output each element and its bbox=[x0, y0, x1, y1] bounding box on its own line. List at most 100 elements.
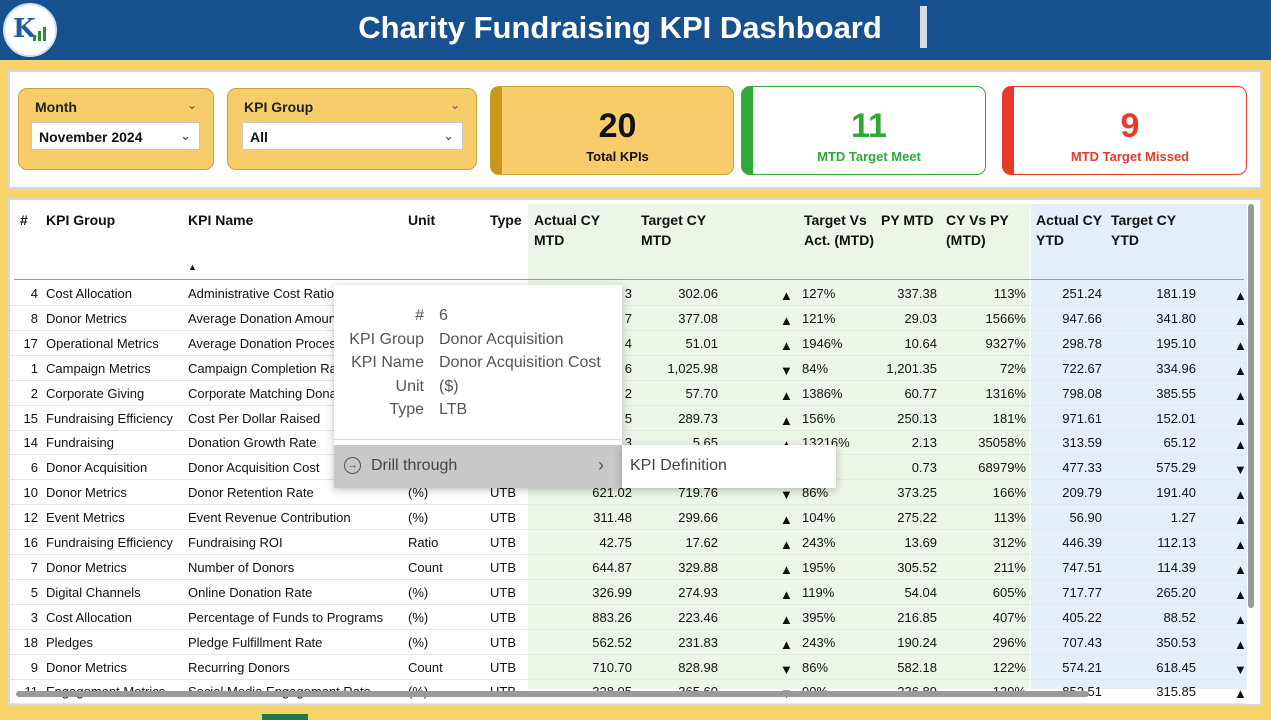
cell-group: Cost Allocation bbox=[46, 286, 132, 301]
tooltip-field-key: # bbox=[415, 307, 424, 324]
cell-tva: 121% bbox=[802, 310, 836, 326]
cell-group: Fundraising Efficiency bbox=[46, 535, 173, 550]
cell-name: Cost Per Dollar Raised bbox=[188, 410, 321, 426]
tooltip-field-value: Donor Acquisition Cost bbox=[439, 354, 601, 371]
cell-tytd: 181.19 bbox=[1156, 286, 1196, 301]
mtd-status-arrow-icon: ▲ bbox=[780, 537, 793, 552]
cell-unit: Count bbox=[408, 659, 443, 675]
col-header-actual-cy-mtd[interactable]: Actual CY MTD bbox=[534, 212, 600, 248]
cell-tytd: 350.53 bbox=[1156, 634, 1196, 650]
cell-py: 337.38 bbox=[897, 286, 937, 301]
cell-cvp: 122% bbox=[992, 659, 1026, 675]
cell-name: Campaign Completion Rate bbox=[188, 360, 348, 376]
cell-target: 289.73 bbox=[678, 410, 718, 426]
table-row[interactable]: 18 Pledges Pledge Fulfillment Rate (%) UTB 56… bbox=[10, 630, 1247, 655]
cell-cvp: 113% bbox=[993, 286, 1026, 301]
cell-unit: (%) bbox=[408, 510, 429, 526]
chevron-down-icon[interactable]: ⌄ bbox=[186, 98, 197, 112]
cell-tytd: 88.52 bbox=[1163, 609, 1196, 625]
mtd-status-arrow-icon: ▲ bbox=[780, 312, 793, 328]
cell-group: Cost Allocation bbox=[46, 609, 132, 625]
table-row[interactable]: 7 Donor Metrics Number of Donors Count UTB 64… bbox=[10, 555, 1247, 580]
table-row[interactable]: 16 Fundraising Efficiency Fundraising ROI R… bbox=[10, 530, 1247, 555]
chevron-down-icon[interactable]: ⌄ bbox=[449, 98, 460, 112]
col-header-num[interactable]: # bbox=[20, 212, 28, 228]
cell-tytd: 575.29 bbox=[1156, 460, 1196, 476]
mtd-status-arrow-icon: ▲ bbox=[780, 337, 793, 353]
cell-name: Online Donation Rate bbox=[188, 584, 313, 600]
col-header-kpi-group[interactable]: KPI Group bbox=[46, 212, 116, 228]
table-row[interactable]: 2 Corporate Giving Corporate Matching Dona… bbox=[10, 381, 1247, 406]
cell-num: 15 bbox=[23, 410, 38, 426]
table-row[interactable]: 10 Donor Metrics Donor Retention Rate (%) UT… bbox=[10, 480, 1247, 506]
table-row[interactable]: 5 Digital Channels Online Donation Rate (%)… bbox=[10, 580, 1247, 605]
month-slicer-label: Month bbox=[35, 99, 77, 115]
mtd-status-arrow-icon: ▲ bbox=[780, 561, 793, 577]
cell-actual: 621.02 bbox=[592, 485, 632, 501]
cell-num: 10 bbox=[23, 485, 38, 501]
kpi-definition-label: KPI Definition bbox=[630, 457, 727, 474]
tooltip-field-value: Donor Acquisition bbox=[439, 330, 564, 348]
cell-aytd: 798.08 bbox=[1062, 385, 1102, 401]
col-header-target-vs-act[interactable]: Target Vs Act. (MTD) bbox=[804, 212, 874, 248]
mtd-target-meet-caption: MTD Target Meet bbox=[817, 149, 921, 164]
cell-py: 10.64 bbox=[904, 335, 937, 351]
cell-cvp: 113% bbox=[993, 510, 1026, 526]
ytd-status-arrow-icon: ▲ bbox=[1234, 586, 1247, 602]
col-header-unit[interactable]: Unit bbox=[408, 212, 436, 228]
col-header-actual-cy-ytd[interactable]: Actual CY YTD bbox=[1036, 212, 1102, 248]
month-slicer: Month ⌄ November 2024 ⌄ bbox=[18, 88, 214, 170]
table-row[interactable]: 9 Donor Metrics Recurring Donors Count UTB 71… bbox=[10, 655, 1247, 680]
month-dropdown[interactable]: November 2024 ⌄ bbox=[31, 122, 200, 150]
cell-group: Donor Metrics bbox=[46, 659, 127, 675]
col-header-cy-vs-py[interactable]: CY Vs PY (MTD) bbox=[946, 212, 1009, 248]
table-row[interactable]: 17 Operational Metrics Average Donation Pr… bbox=[10, 331, 1247, 356]
cell-tytd: 385.55 bbox=[1156, 385, 1196, 401]
cell-py: 275.22 bbox=[897, 510, 937, 526]
drill-through-menu-item[interactable]: → Drill through › bbox=[334, 445, 622, 488]
vertical-scrollbar[interactable] bbox=[1248, 204, 1254, 608]
kpi-definition-menu-item[interactable]: KPI Definition bbox=[622, 445, 836, 488]
cell-target: 57.70 bbox=[685, 385, 718, 401]
sort-ascending-icon[interactable]: ▲ bbox=[188, 262, 197, 272]
col-header-kpi-name[interactable]: KPI Name bbox=[188, 212, 254, 228]
col-header-target-cy-ytd[interactable]: Target CY YTD bbox=[1111, 212, 1176, 248]
cell-tva: 86% bbox=[802, 659, 829, 675]
cell-name: Percentage of Funds to Programs bbox=[188, 609, 384, 625]
cell-tytd: 341.80 bbox=[1156, 310, 1196, 326]
cell-aytd: 313.59 bbox=[1062, 435, 1102, 451]
table-row[interactable]: 4 Cost Allocation Administrative Cost Rati… bbox=[10, 281, 1247, 306]
table-row[interactable]: 1 Campaign Metrics Campaign Completion Rat… bbox=[10, 356, 1247, 381]
table-row[interactable]: 12 Event Metrics Event Revenue Contributio… bbox=[10, 505, 1247, 531]
cell-aytd: 971.61 bbox=[1062, 410, 1102, 426]
cell-cvp: 68979% bbox=[978, 460, 1026, 476]
mtd-status-arrow-icon: ▲ bbox=[780, 288, 793, 303]
cell-actual: 710.70 bbox=[592, 659, 632, 675]
ytd-status-arrow-icon: ▲ bbox=[1234, 412, 1247, 428]
total-kpis-card: 20 Total KPIs bbox=[490, 86, 734, 175]
col-header-type[interactable]: Type bbox=[490, 212, 522, 228]
header-divider bbox=[920, 6, 927, 48]
cell-tva: 119% bbox=[802, 584, 835, 600]
table-row[interactable]: 6 Donor Acquisition Donor Acquisition Cost… bbox=[10, 455, 1247, 481]
table-row[interactable]: 8 Donor Metrics Average Donation Amount 7 37… bbox=[10, 306, 1247, 331]
cell-name: Donation Growth Rate bbox=[188, 435, 317, 451]
cell-py: 582.18 bbox=[897, 659, 937, 675]
cell-num: 1 bbox=[30, 360, 38, 376]
table-row[interactable]: 3 Cost Allocation Percentage of Funds to P… bbox=[10, 605, 1247, 630]
cell-target: 223.46 bbox=[678, 609, 718, 625]
tooltip-field-key: Type bbox=[389, 401, 424, 418]
col-header-py-mtd[interactable]: PY MTD bbox=[881, 212, 934, 228]
horizontal-scrollbar[interactable] bbox=[16, 691, 1089, 697]
cell-tva: 1386% bbox=[802, 385, 843, 401]
cell-group: Donor Metrics bbox=[46, 310, 127, 326]
cell-tytd: 315.85 bbox=[1156, 684, 1196, 700]
kpi-group-dropdown[interactable]: All ⌄ bbox=[242, 122, 463, 150]
cell-tva: 86% bbox=[802, 485, 829, 501]
page-tab-indicator[interactable] bbox=[262, 714, 308, 720]
cell-target: 377.08 bbox=[678, 310, 718, 326]
cell-aytd: 947.66 bbox=[1062, 310, 1102, 326]
table-row[interactable]: 15 Fundraising Efficiency Cost Per Dollar … bbox=[10, 406, 1247, 431]
cell-target: 17.62 bbox=[685, 535, 718, 550]
col-header-target-cy-mtd[interactable]: Target CY MTD bbox=[641, 212, 706, 248]
